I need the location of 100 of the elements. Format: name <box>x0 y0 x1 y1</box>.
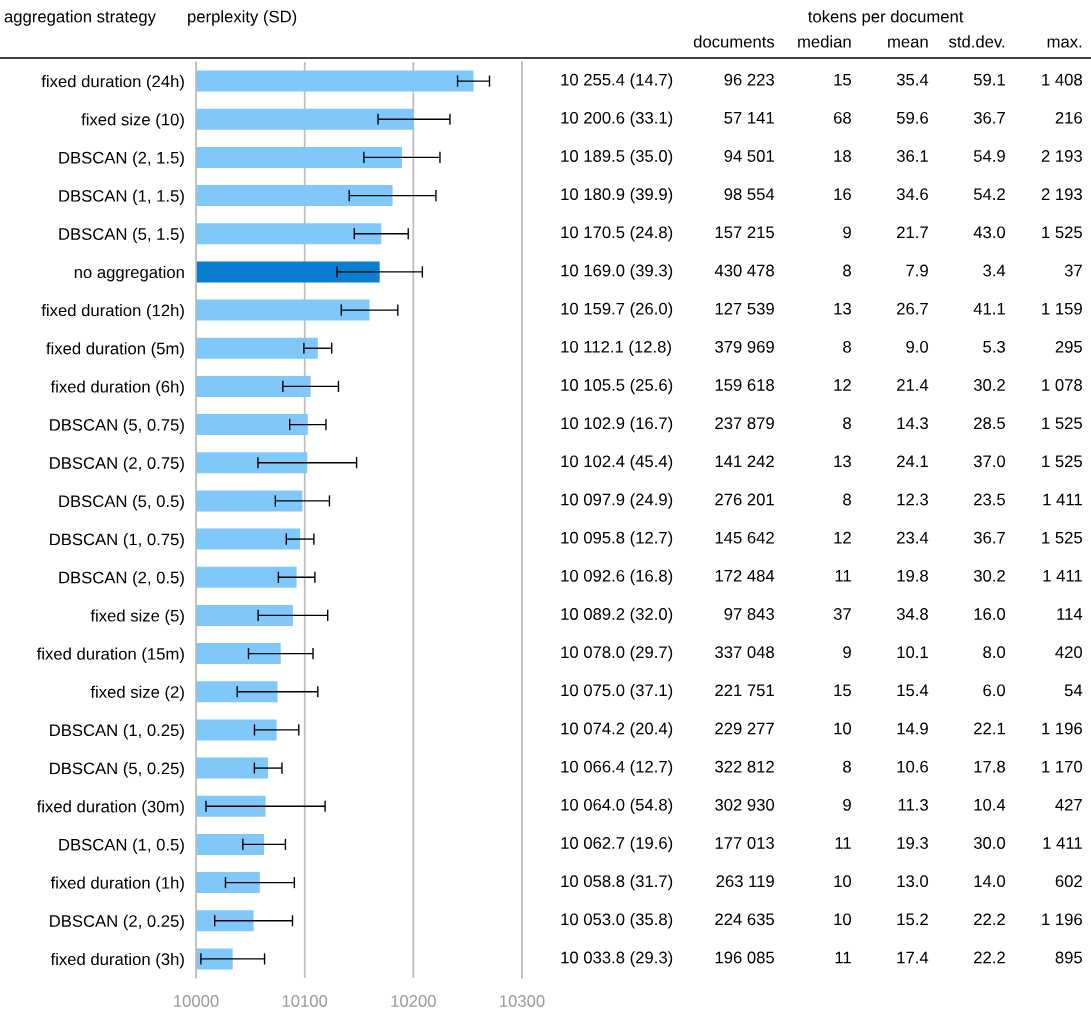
data-label: 10 078.0 (29.7) <box>561 645 673 662</box>
text: 10.1 <box>897 646 928 659</box>
text: 302 930 <box>715 798 775 811</box>
y-tick-label: fixed duration (12h) <box>41 304 184 320</box>
y-tick-label: DBSCAN (5, 0.75) <box>50 418 184 435</box>
data-label: 10 200.6 (33.1) <box>561 111 673 128</box>
text: 145 642 <box>715 531 774 544</box>
text: 127 539 <box>715 302 774 315</box>
text: 11.3 <box>898 798 928 811</box>
text: 14.0 <box>974 875 1006 888</box>
text: 19.3 <box>897 837 928 849</box>
text: 13.0 <box>897 875 929 888</box>
x-tick-label: 10100 <box>282 995 328 1007</box>
text: 221 751 <box>715 684 774 697</box>
text: 59.1 <box>973 73 1005 86</box>
text: 1 196 <box>1042 913 1082 926</box>
text: 35.4 <box>896 73 929 86</box>
text: 602 <box>1055 875 1082 888</box>
y-tick-label: fixed duration (5m) <box>46 342 184 358</box>
text: 1 170 <box>1042 760 1083 773</box>
text: 22.1 <box>974 722 1005 735</box>
text: 9.0 <box>906 340 929 353</box>
y-tick-label: DBSCAN (1, 0.5) <box>59 838 184 854</box>
y-tick-label: DBSCAN (1, 0.25) <box>50 723 184 740</box>
data-label: 10 075.0 (37.1) <box>561 683 673 700</box>
text: 15 <box>834 684 851 697</box>
data-label: 10 058.8 (31.7) <box>561 874 673 891</box>
text: 15.2 <box>897 913 928 926</box>
y-tick-label: DBSCAN (2, 0.5) <box>59 571 184 587</box>
text: 229 277 <box>715 722 774 735</box>
data-label: 10 159.7 (26.0) <box>561 302 673 318</box>
text: 59.6 <box>896 111 928 124</box>
data-label: 10 180.9 (39.9) <box>561 187 673 204</box>
category-label: max. <box>1047 38 1082 48</box>
data-label: 10 255.4 (14.7) <box>561 73 673 89</box>
y-axis-title: aggregation strategy <box>4 10 156 26</box>
text: 895 <box>1055 951 1082 964</box>
y-tick-label: DBSCAN (1, 0.75) <box>50 533 184 549</box>
y-tick-label: fixed duration (24h) <box>41 75 184 91</box>
text: 36.1 <box>896 150 928 162</box>
data-label: 10 074.2 (20.4) <box>561 722 673 738</box>
text: 54.2 <box>973 188 1005 201</box>
data-label: 10 170.5 (24.8) <box>561 225 673 242</box>
y-tick-label: no aggregation <box>74 265 184 282</box>
y-tick-label: DBSCAN (5, 1.5) <box>59 227 184 244</box>
text: 21.7 <box>897 226 928 239</box>
y-tick-label: DBSCAN (1, 1.5) <box>59 189 184 206</box>
text: 7.9 <box>906 264 928 277</box>
text: 216 <box>1055 111 1082 124</box>
text: 10 <box>834 913 852 926</box>
x-tick-label: 10200 <box>391 995 436 1007</box>
text: 23.5 <box>974 493 1005 506</box>
text: 97 843 <box>724 608 774 620</box>
data-label: 10 112.1 (12.8) <box>561 340 671 357</box>
text: 1 525 <box>1042 531 1082 544</box>
category-label: median <box>798 35 851 48</box>
data-label: 10 092.6 (16.8) <box>561 569 673 586</box>
data-label: 10 097.9 (24.9) <box>561 493 673 509</box>
data-label: 10 102.9 (16.7) <box>561 416 673 433</box>
text: 1 078 <box>1042 379 1082 391</box>
text: 28.5 <box>974 417 1005 430</box>
text: 43.0 <box>973 226 1006 239</box>
text: 8 <box>843 417 851 430</box>
text: 10.4 <box>974 798 1006 811</box>
text: 15.4 <box>897 684 929 697</box>
text: 1 525 <box>1042 455 1082 468</box>
y-tick-label: DBSCAN (5, 0.25) <box>50 762 184 778</box>
text: 11 <box>835 951 851 964</box>
text: 1 159 <box>1042 302 1082 315</box>
text: 157 215 <box>715 226 774 239</box>
text: 96 223 <box>724 73 774 86</box>
text: 18 <box>834 150 851 162</box>
data-label: 10 189.5 (35.0) <box>561 149 673 166</box>
y-tick-label: DBSCAN (2, 0.75) <box>50 456 184 473</box>
y-tick-label: DBSCAN (2, 0.25) <box>50 914 184 931</box>
text: 13 <box>834 455 851 468</box>
text: 10 <box>834 722 852 735</box>
category-label: mean <box>888 38 928 48</box>
text: 23.4 <box>897 531 929 544</box>
text: 3.4 <box>983 264 1006 277</box>
text: 2 193 <box>1041 188 1082 201</box>
text: 141 242 <box>715 455 774 468</box>
text: 8 <box>843 760 851 773</box>
text: 10.6 <box>897 760 928 773</box>
text: 172 484 <box>715 569 775 582</box>
text: 11 <box>835 570 851 582</box>
text: 15 <box>834 73 851 86</box>
text: 420 <box>1055 646 1083 659</box>
text: 11 <box>835 837 851 849</box>
text: 54 <box>1064 684 1083 697</box>
text: 34.6 <box>896 188 928 201</box>
y-tick-label: fixed duration (15m) <box>36 647 184 664</box>
text: 26.7 <box>897 302 928 315</box>
text: 1 411 <box>1043 570 1082 582</box>
data-label: 10 102.4 (45.4) <box>561 454 673 471</box>
text: 36.7 <box>973 111 1005 124</box>
text: 337 048 <box>715 646 774 659</box>
y-tick-label: fixed size (5) <box>90 609 184 625</box>
text: 30.2 <box>973 379 1005 391</box>
text: 1 525 <box>1042 417 1082 430</box>
